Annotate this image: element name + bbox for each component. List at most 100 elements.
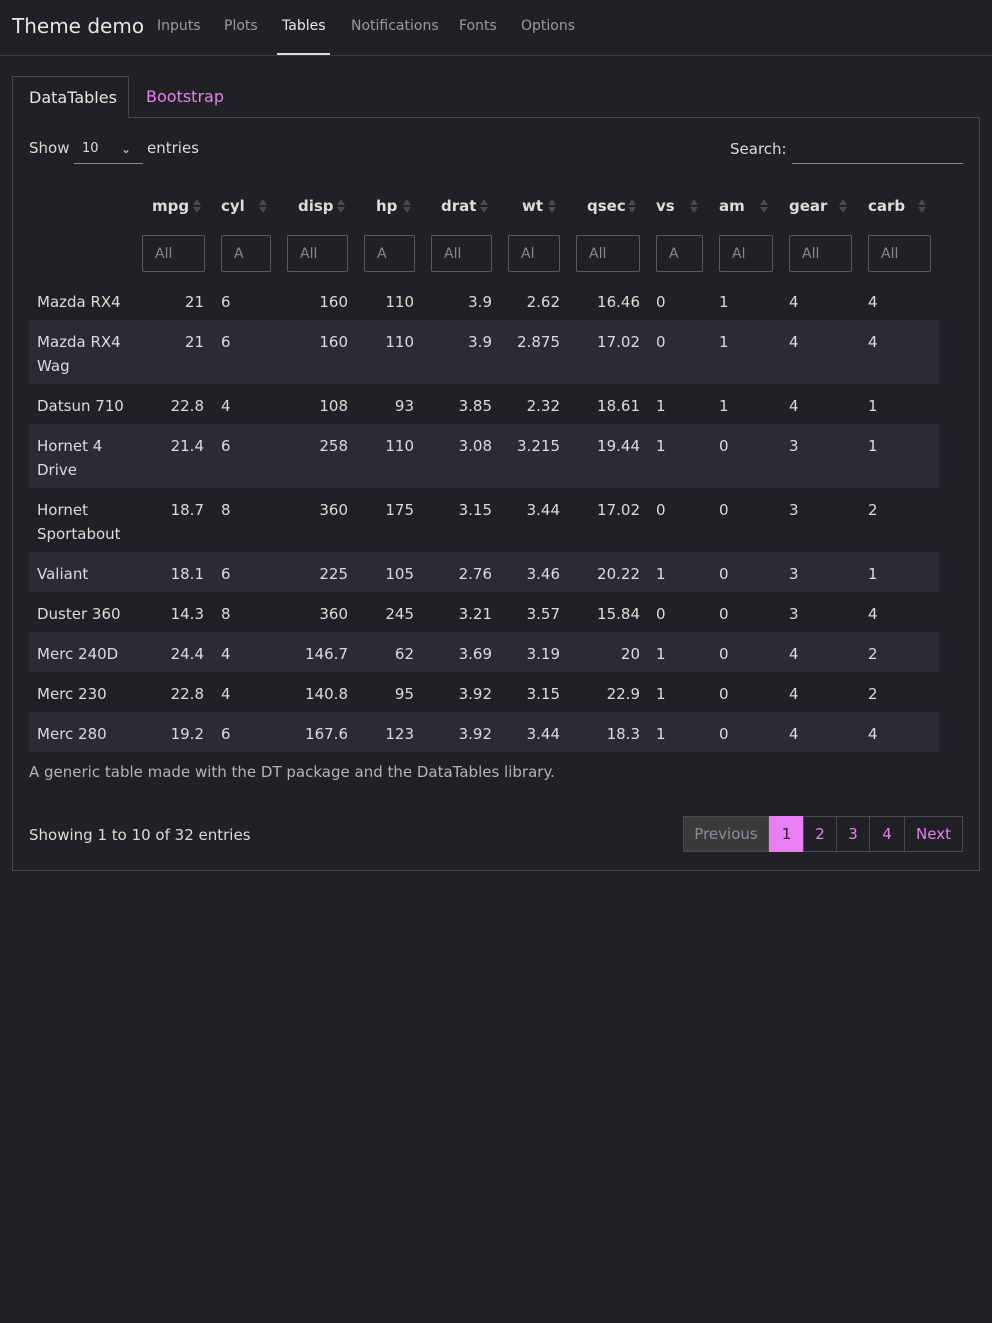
column-header-vs[interactable]: vs <box>656 197 675 215</box>
cell-wt: 3.215 <box>517 437 560 455</box>
page-button-1[interactable]: 1 <box>769 816 804 852</box>
filter-input-disp[interactable] <box>287 235 348 272</box>
page-button-4[interactable]: 4 <box>869 816 905 852</box>
cell-am: 1 <box>719 333 729 351</box>
filter-input-mpg[interactable] <box>142 235 205 272</box>
column-header-carb[interactable]: carb <box>868 197 906 215</box>
filter-input-carb[interactable] <box>868 235 931 272</box>
cell-vs: 1 <box>656 437 666 455</box>
cell-gear: 3 <box>789 605 799 623</box>
cell-name: Hornet Sportabout <box>37 501 121 543</box>
cell-gear: 4 <box>789 645 799 663</box>
cell-am: 0 <box>719 645 729 663</box>
cell-cyl: 4 <box>221 685 231 703</box>
sort-icon[interactable] <box>628 197 636 215</box>
tab-bootstrap[interactable]: Bootstrap <box>146 87 224 106</box>
column-header-cyl[interactable]: cyl <box>221 197 245 215</box>
table-caption: A generic table made with the DT package… <box>29 763 555 781</box>
table-row[interactable]: Merc 240D 24.4 4 146.7 62 3.69 3.19 20 1 0 4 2 <box>29 632 939 672</box>
table-row[interactable]: Valiant 18.1 6 225 105 2.76 3.46 20.22 1 0 3 1 <box>29 552 939 592</box>
cell-name: Valiant <box>37 565 89 583</box>
cell-name: Hornet 4 Drive <box>37 437 103 479</box>
column-header-mpg[interactable]: mpg <box>152 197 190 215</box>
sort-icon[interactable] <box>548 197 556 215</box>
column-header-am[interactable]: am <box>719 197 745 215</box>
entries-length-select[interactable]: 10 ⌄ <box>74 137 143 164</box>
cell-qsec: 19.44 <box>597 437 640 455</box>
cell-drat: 3.08 <box>458 437 492 455</box>
column-header-drat[interactable]: drat <box>441 197 477 215</box>
filter-input-gear[interactable] <box>789 235 852 272</box>
table-row[interactable]: Merc 280 19.2 6 167.6 123 3.92 3.44 18.3 1 0 4 4 <box>29 712 939 752</box>
filter-input-vs[interactable] <box>656 235 703 272</box>
column-header-disp[interactable]: disp <box>298 197 334 215</box>
cell-drat: 3.92 <box>458 685 492 703</box>
table-row[interactable]: Hornet Sportabout 18.7 8 360 175 3.15 3.44 17.0… <box>29 488 939 552</box>
filter-input-qsec[interactable] <box>576 235 640 272</box>
sort-icon[interactable] <box>839 197 847 215</box>
filter-input-hp[interactable] <box>364 235 415 272</box>
column-header-gear[interactable]: gear <box>789 197 828 215</box>
nav-link-fonts[interactable]: Fonts <box>459 18 497 34</box>
nav-link-plots[interactable]: Plots <box>224 18 258 34</box>
cell-wt: 3.57 <box>526 605 560 623</box>
cell-carb: 2 <box>868 501 878 519</box>
nav-link-tables[interactable]: Tables <box>282 18 326 34</box>
cell-carb: 4 <box>868 605 878 623</box>
table-row[interactable]: Mazda RX4 Wag 21 6 160 110 3.9 2.875 17.02 0 1 4 4 <box>29 320 939 384</box>
nav-link-inputs[interactable]: Inputs <box>157 18 201 34</box>
cell-cyl: 8 <box>221 605 231 623</box>
page-button-2[interactable]: 2 <box>803 816 837 852</box>
entries-label: entries <box>147 139 199 157</box>
cell-vs: 1 <box>656 397 666 415</box>
search-input[interactable] <box>792 136 963 164</box>
cell-cyl: 6 <box>221 725 231 743</box>
filter-input-wt[interactable] <box>508 235 560 272</box>
cell-mpg: 21 <box>184 333 204 351</box>
table-row[interactable]: Datsun 710 22.8 4 108 93 3.85 2.32 18.61 1 1 4 1 <box>29 384 939 424</box>
filter-input-am[interactable] <box>719 235 773 272</box>
table-row[interactable]: Duster 360 14.3 8 360 245 3.21 3.57 15.84 0 0 3 4 <box>29 592 939 632</box>
cell-wt: 3.44 <box>526 725 560 743</box>
cell-qsec: 17.02 <box>597 333 640 351</box>
cell-hp: 110 <box>385 333 414 351</box>
sort-icon[interactable] <box>259 197 267 215</box>
nav-link-notifications[interactable]: Notifications <box>351 18 439 34</box>
cell-am: 0 <box>719 605 729 623</box>
cell-qsec: 20.22 <box>597 565 640 583</box>
sort-icon[interactable] <box>403 197 411 215</box>
cell-hp: 105 <box>385 565 414 583</box>
next-page-button[interactable]: Next <box>904 816 963 852</box>
cell-mpg: 18.7 <box>170 501 204 519</box>
sort-icon[interactable] <box>760 197 768 215</box>
filter-input-cyl[interactable] <box>221 235 271 272</box>
sort-icon[interactable] <box>480 197 488 215</box>
cell-gear: 4 <box>789 397 799 415</box>
sort-icon[interactable] <box>690 197 698 215</box>
table-row[interactable]: Mazda RX4 21 6 160 110 3.9 2.62 16.46 0 1 4 4 <box>29 280 939 320</box>
sort-icon[interactable] <box>337 197 345 215</box>
column-header-qsec[interactable]: qsec <box>587 197 626 215</box>
cell-carb: 4 <box>868 293 878 311</box>
cell-gear: 3 <box>789 501 799 519</box>
tab-datatables[interactable]: DataTables <box>12 76 129 118</box>
filter-input-drat[interactable] <box>431 235 492 272</box>
column-header-hp[interactable]: hp <box>376 197 398 215</box>
cell-hp: 93 <box>394 397 414 415</box>
sort-icon[interactable] <box>193 197 201 215</box>
cell-hp: 95 <box>394 685 414 703</box>
cell-vs: 0 <box>656 605 666 623</box>
cell-drat: 3.85 <box>458 397 492 415</box>
cell-mpg: 18.1 <box>170 565 204 583</box>
cell-disp: 108 <box>319 397 348 415</box>
nav-link-options[interactable]: Options <box>521 18 576 34</box>
chevron-down-icon: ⌄ <box>120 142 131 156</box>
column-header-wt[interactable]: wt <box>522 197 544 215</box>
previous-page-button[interactable]: Previous <box>683 816 769 852</box>
page-button-3[interactable]: 3 <box>836 816 870 852</box>
cell-cyl: 6 <box>221 333 231 351</box>
table-row[interactable]: Merc 230 22.8 4 140.8 95 3.92 3.15 22.9 1 0 4 2 <box>29 672 939 712</box>
sort-icon[interactable] <box>918 197 926 215</box>
brand-title: Theme demo <box>12 14 145 38</box>
table-row[interactable]: Hornet 4 Drive 21.4 6 258 110 3.08 3.215 19.44 1… <box>29 424 939 488</box>
